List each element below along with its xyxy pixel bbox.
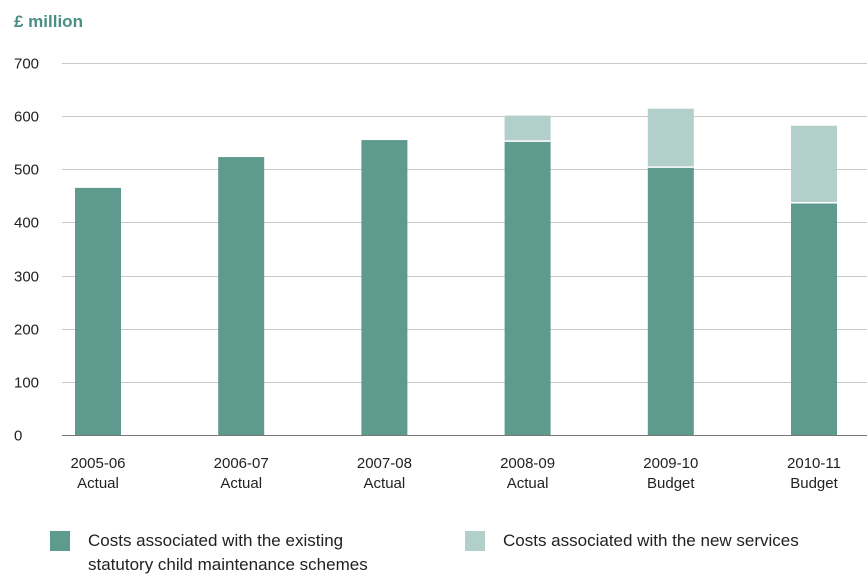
x-tick-label-type: Actual	[220, 475, 262, 492]
y-tick-label: 400	[14, 215, 39, 232]
x-tick-label-year: 2005-06	[70, 455, 125, 472]
y-tick-label: 700	[14, 56, 39, 73]
x-tick-label-year: 2006-07	[214, 455, 269, 472]
bar-new-2010-11	[791, 125, 837, 203]
y-tick-label: 100	[14, 375, 39, 392]
x-tick-label-type: Budget	[647, 475, 695, 492]
bars	[75, 108, 837, 436]
y-tick-label: 600	[14, 109, 39, 126]
y-tick-label: 0	[14, 428, 22, 445]
bar-existing-2010-11	[791, 202, 837, 435]
bar-new-2009-10	[647, 108, 694, 168]
legend-label-existing: Costs associated with the existing statu…	[88, 529, 368, 577]
bar-existing-2005-06	[75, 187, 121, 435]
x-tick-label-type: Actual	[364, 475, 406, 492]
legend-label-existing-line1: Costs associated with the existing	[88, 531, 344, 550]
y-tick-label: 200	[14, 322, 39, 339]
bar-existing-2009-10	[647, 167, 694, 435]
legend-item-existing: Costs associated with the existing statu…	[50, 531, 368, 577]
x-tick-label-year: 2010-11	[787, 455, 841, 472]
y-tick-label: 500	[14, 162, 39, 179]
legend-swatch-existing	[50, 531, 70, 551]
gridlines	[62, 63, 867, 383]
x-tick-label-year: 2009-10	[643, 455, 698, 472]
x-tick-label-type: Actual	[507, 475, 549, 492]
x-tick-label-type: Budget	[790, 475, 838, 492]
x-tick-label-year: 2007-08	[357, 455, 412, 472]
x-tick-label-type: Actual	[77, 475, 119, 492]
legend-item-new: Costs associated with the new services	[465, 531, 799, 553]
chart-title: £ million	[14, 12, 83, 31]
bar-existing-2007-08	[361, 140, 408, 436]
legend-label-existing-line2: statutory child maintenance schemes	[88, 555, 368, 574]
y-axis-ticks: 0 100 200 300 400 500 600 700	[14, 56, 39, 445]
bar-existing-2006-07	[218, 157, 265, 435]
legend-swatch-new	[465, 531, 485, 551]
y-tick-label: 300	[14, 269, 39, 286]
x-axis-ticks: 2005-06 Actual 2006-07 Actual 2007-08 Actual 2…	[70, 455, 841, 492]
bar-existing-2008-09	[504, 141, 551, 435]
x-tick-label-year: 2008-09	[500, 455, 555, 472]
bar-new-2008-09	[504, 115, 551, 142]
legend-label-new: Costs associated with the new services	[503, 531, 799, 550]
